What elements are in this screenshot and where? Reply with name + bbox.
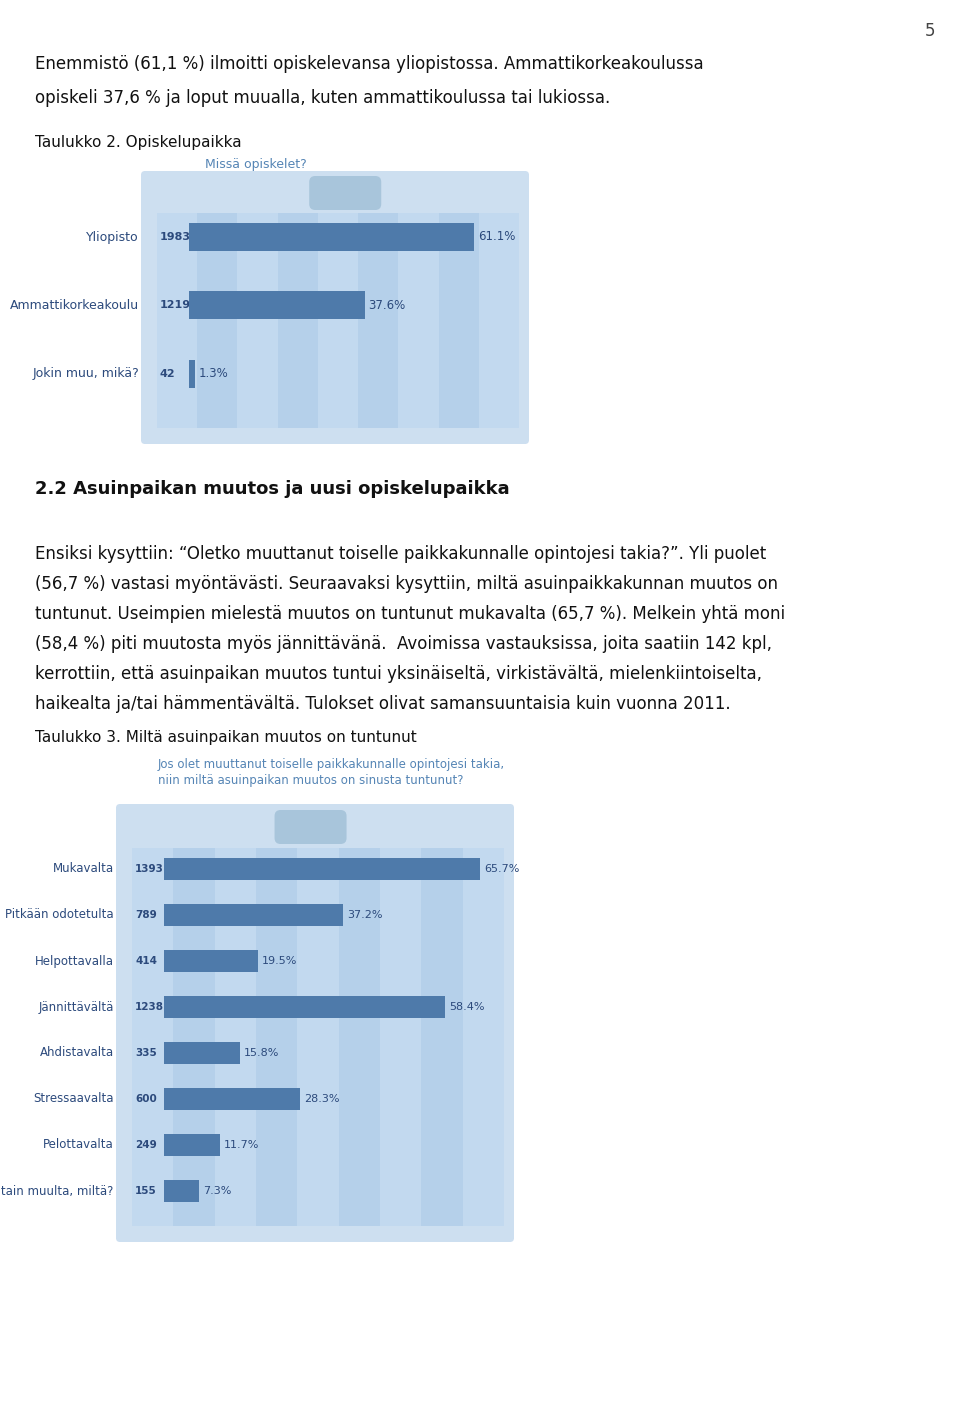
Text: 19.5%: 19.5% <box>262 956 298 966</box>
Bar <box>215 848 256 1226</box>
Text: Taulukko 3. Miltä asuinpaikan muutos on tuntunut: Taulukko 3. Miltä asuinpaikan muutos on … <box>35 730 417 745</box>
Text: haikealta ja/tai hämmentävältä. Tulokset olivat samansuuntaisia kuin vuonna 2011: haikealta ja/tai hämmentävältä. Tulokset… <box>35 695 731 713</box>
FancyBboxPatch shape <box>116 804 514 1242</box>
Text: Ensiksi kysyttiin: “Oletko muuttanut toiselle paikkakunnalle opintojesi takia?”.: Ensiksi kysyttiin: “Oletko muuttanut toi… <box>35 546 766 563</box>
Bar <box>164 858 480 880</box>
Bar <box>256 848 298 1226</box>
Bar <box>164 951 258 972</box>
Text: ZEF°: ZEF° <box>329 188 362 200</box>
Text: 789: 789 <box>135 909 156 919</box>
Text: Joltain muulta, miltä?: Joltain muulta, miltä? <box>0 1185 114 1198</box>
Text: 335: 335 <box>135 1049 156 1059</box>
Bar <box>164 1179 199 1202</box>
Text: 5: 5 <box>924 21 935 40</box>
Bar <box>174 848 215 1226</box>
Text: 600: 600 <box>135 1094 156 1104</box>
Text: 11.7%: 11.7% <box>225 1140 260 1150</box>
Bar <box>463 848 504 1226</box>
Text: 7.3%: 7.3% <box>204 1187 231 1196</box>
Text: 37.2%: 37.2% <box>348 909 383 919</box>
Text: Mukavalta: Mukavalta <box>53 863 114 875</box>
Bar <box>164 1134 221 1157</box>
Text: Jos olet muuttanut toiselle paikkakunnalle opintojesi takia,: Jos olet muuttanut toiselle paikkakunnal… <box>158 757 505 772</box>
Text: 155: 155 <box>135 1187 156 1196</box>
Bar <box>237 213 277 428</box>
Bar <box>197 213 237 428</box>
Text: Pitkään odotetulta: Pitkään odotetulta <box>6 908 114 921</box>
Text: Ammattikorkeakoulu: Ammattikorkeakoulu <box>10 298 139 311</box>
Text: tuntunut. Useimpien mielestä muutos on tuntunut mukavalta (65,7 %). Melkein yhtä: tuntunut. Useimpien mielestä muutos on t… <box>35 605 785 622</box>
Text: 28.3%: 28.3% <box>304 1094 340 1104</box>
Bar <box>164 904 343 926</box>
Text: 1983: 1983 <box>160 232 191 242</box>
Bar <box>339 848 380 1226</box>
Text: kerrottiin, että asuinpaikan muutos tuntui yksinäiseltä, virkistävältä, mielenki: kerrottiin, että asuinpaikan muutos tunt… <box>35 665 762 684</box>
Text: Missä opiskelet?: Missä opiskelet? <box>205 158 307 171</box>
Bar <box>164 1042 240 1064</box>
Text: 249: 249 <box>135 1140 156 1150</box>
Bar <box>358 213 398 428</box>
Bar <box>164 996 445 1017</box>
Bar <box>479 213 519 428</box>
Text: Stressaavalta: Stressaavalta <box>34 1093 114 1106</box>
Bar <box>189 360 195 388</box>
Bar <box>277 213 318 428</box>
Bar <box>439 213 479 428</box>
Text: 2.2 Asuinpaikan muutos ja uusi opiskelupaikka: 2.2 Asuinpaikan muutos ja uusi opiskelup… <box>35 480 510 497</box>
Text: 65.7%: 65.7% <box>484 864 519 874</box>
Bar <box>380 848 421 1226</box>
Text: 15.8%: 15.8% <box>244 1049 279 1059</box>
FancyBboxPatch shape <box>141 171 529 443</box>
Bar <box>189 223 474 252</box>
Bar <box>132 848 174 1226</box>
Text: 37.6%: 37.6% <box>369 298 406 311</box>
Bar <box>189 291 365 320</box>
Text: 414: 414 <box>135 956 157 966</box>
Text: 1393: 1393 <box>135 864 164 874</box>
Text: ZEF°: ZEF° <box>295 821 326 834</box>
Text: Jokin muu, mikä?: Jokin muu, mikä? <box>33 367 139 381</box>
Text: Pelottavalta: Pelottavalta <box>43 1138 114 1151</box>
Text: 1.3%: 1.3% <box>199 367 228 381</box>
FancyBboxPatch shape <box>309 176 381 210</box>
Bar <box>398 213 439 428</box>
Text: Jännittävältä: Jännittävältä <box>38 1000 114 1013</box>
Text: Helpottavalla: Helpottavalla <box>35 955 114 968</box>
Text: 58.4%: 58.4% <box>449 1002 485 1012</box>
Bar <box>298 848 339 1226</box>
Text: 1238: 1238 <box>135 1002 164 1012</box>
Text: opiskeli 37,6 % ja loput muualla, kuten ammattikoulussa tai lukiossa.: opiskeli 37,6 % ja loput muualla, kuten … <box>35 90 611 107</box>
Bar <box>421 848 463 1226</box>
Text: Taulukko 2. Opiskelupaikka: Taulukko 2. Opiskelupaikka <box>35 135 242 151</box>
Text: Enemmistö (61,1 %) ilmoitti opiskelevansa yliopistossa. Ammattikorkeakoulussa: Enemmistö (61,1 %) ilmoitti opiskelevans… <box>35 55 704 72</box>
Text: 42: 42 <box>160 368 176 378</box>
Text: 1219: 1219 <box>160 300 191 310</box>
Text: Ahdistavalta: Ahdistavalta <box>40 1046 114 1060</box>
Text: niin miltä asuinpaikan muutos on sinusta tuntunut?: niin miltä asuinpaikan muutos on sinusta… <box>158 774 464 787</box>
Text: (56,7 %) vastasi myöntävästi. Seuraavaksi kysyttiin, miltä asuinpaikkakunnan muu: (56,7 %) vastasi myöntävästi. Seuraavaks… <box>35 576 778 593</box>
Text: Yliopisto: Yliopisto <box>86 230 139 243</box>
Text: 61.1%: 61.1% <box>478 230 516 243</box>
Bar <box>157 213 197 428</box>
Bar <box>164 1088 300 1110</box>
Bar <box>318 213 358 428</box>
FancyBboxPatch shape <box>275 810 347 844</box>
Text: (58,4 %) piti muutosta myös jännittävänä.  Avoimissa vastauksissa, joita saatiin: (58,4 %) piti muutosta myös jännittävänä… <box>35 635 772 654</box>
